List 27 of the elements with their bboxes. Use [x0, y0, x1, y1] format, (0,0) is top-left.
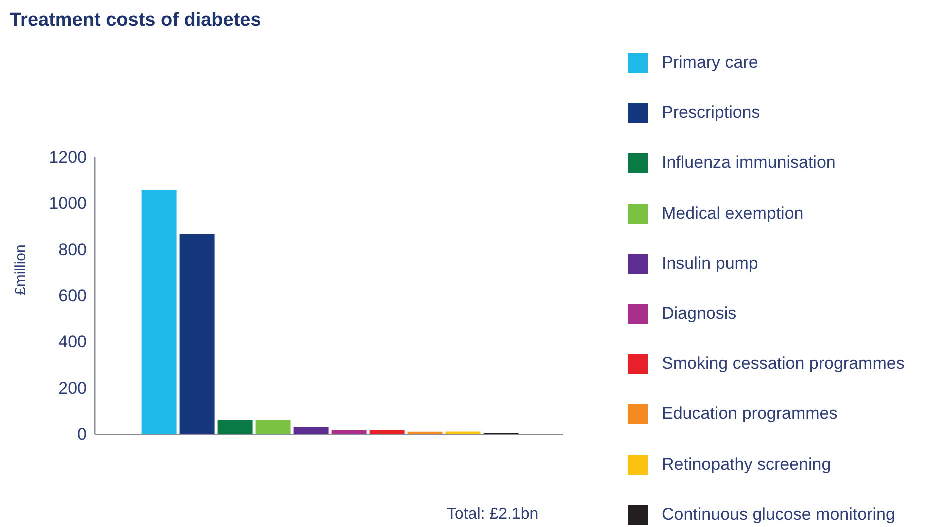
legend-label: Influenza immunisation: [662, 153, 836, 174]
y-tick-label: 1200: [49, 148, 87, 168]
legend-label: Medical exemption: [662, 204, 804, 224]
legend-label: Prescriptions: [662, 103, 760, 124]
chart-title: Treatment costs of diabetes: [10, 10, 262, 32]
bar: [256, 420, 291, 434]
y-tick-label: 0: [78, 425, 87, 444]
legend-label: Primary care: [662, 53, 758, 73]
y-tick-label: 1000: [49, 194, 87, 214]
bar: [294, 428, 329, 434]
y-axis-title: £million: [12, 244, 30, 296]
legend-label: Insulin pump: [662, 254, 758, 274]
legend-label: Smoking cessation programmes: [662, 354, 905, 374]
legend-label: Continuous glucose monitoring: [662, 504, 896, 525]
bar: [180, 234, 215, 434]
text: Total: £2.1bn: [447, 506, 539, 524]
bar: [142, 190, 177, 434]
legend-label: Retinopathy screening: [662, 454, 832, 474]
y-tick-label: 400: [58, 332, 87, 352]
bar: [370, 430, 405, 434]
y-tick-label: 600: [58, 286, 87, 306]
bar: [218, 420, 253, 434]
y-tick-label: 200: [58, 378, 87, 398]
legend-label: Diagnosis: [662, 304, 737, 324]
bar: [332, 430, 367, 434]
legend-label: Education programmes: [662, 404, 838, 424]
y-tick-label: 800: [58, 240, 87, 260]
